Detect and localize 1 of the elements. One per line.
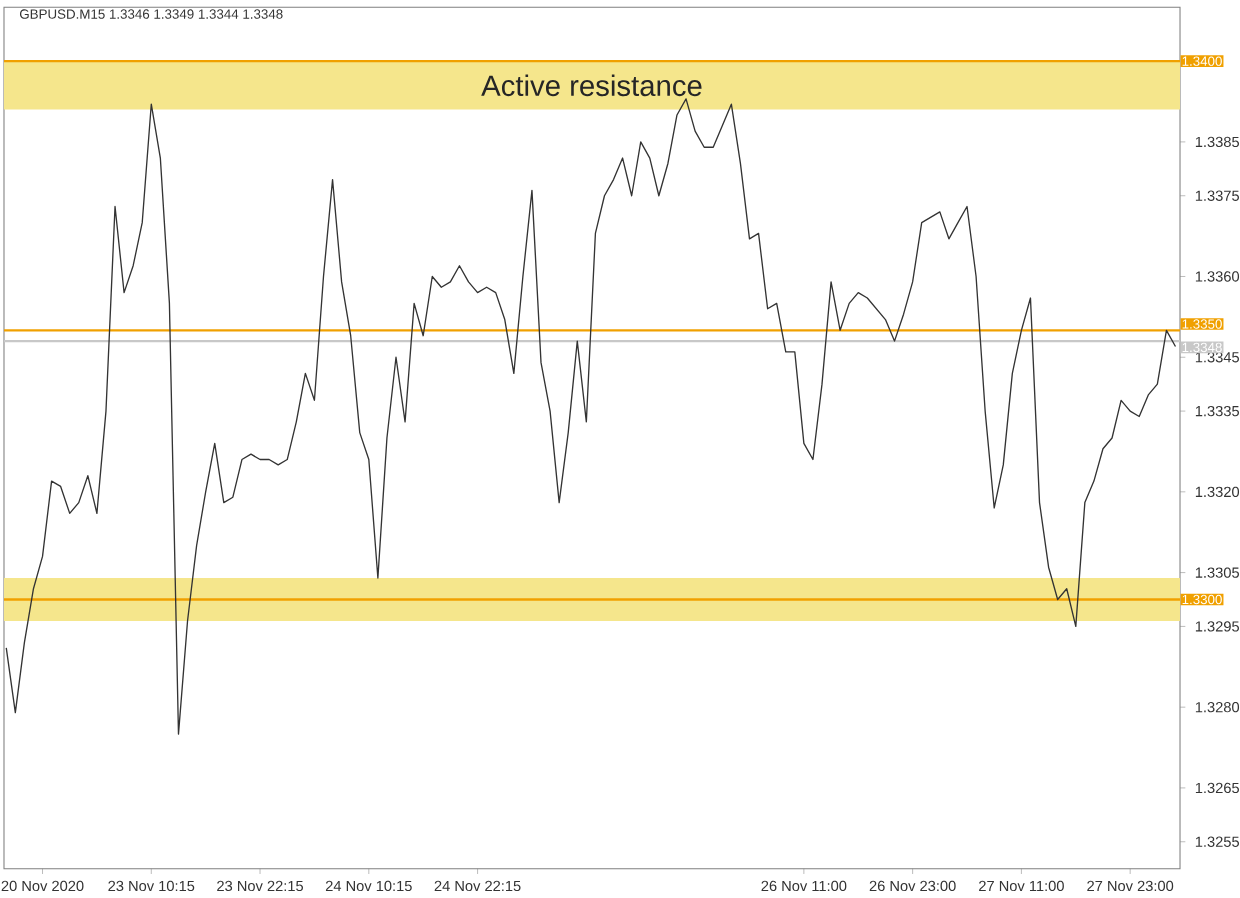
- band-label: Active resistance: [481, 74, 702, 97]
